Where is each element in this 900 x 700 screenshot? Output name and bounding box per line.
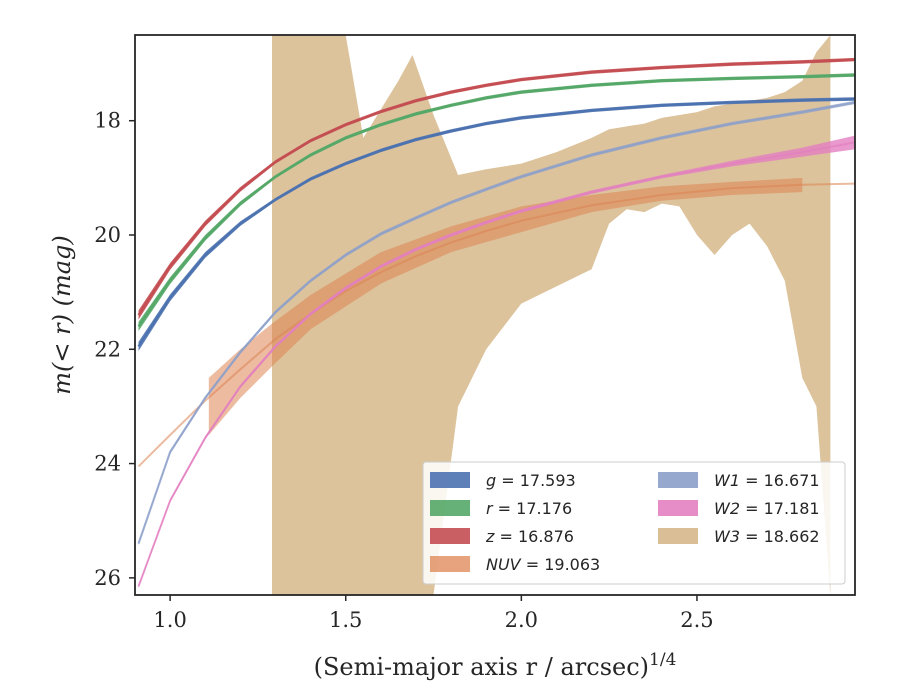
series-w2-line [137,141,855,587]
legend-label-r: r = 17.176 [486,499,572,518]
x-tick-label: 1.0 [153,608,186,632]
legend-swatch-r [430,500,470,516]
series-w1 [137,100,855,546]
y-axis-title: m(< r) (mag) [48,235,76,394]
x-tick-label: 2.5 [680,608,713,632]
x-tick-label: 2.0 [505,608,538,632]
series-g [137,97,855,351]
x-axis-title: (Semi-major axis r / arcsec)1/4 [314,650,677,681]
x-tick-label: 1.5 [329,608,362,632]
x-axis-title-superscript: 1/4 [649,650,676,670]
series-r [137,73,855,332]
y-tick-label: 18 [94,109,121,133]
y-tick-label: 26 [94,566,121,590]
series-z-line [137,58,855,316]
plot-frame [134,34,856,596]
legend-label-nuv: NUV = 19.063 [486,555,600,574]
legend-label-g: g = 17.593 [486,471,576,490]
series-z [137,57,855,320]
series-r-line [137,73,855,328]
series-w3-band [272,35,831,595]
series-w2 [137,135,855,589]
y-tick-label: 22 [94,337,121,361]
y-tick-label: 24 [94,452,121,476]
legend-swatch-g [430,472,470,488]
series-nuv [137,177,855,468]
legend-swatch-w1 [658,472,698,488]
legend-label-w3: W3 = 18.662 [714,527,820,546]
legend-swatch-z [430,528,470,544]
axes-layer: 1.0 1.5 2.0 2.5 18 20 22 24 26 [94,109,713,632]
legend: g = 17.593 r = 17.176 z = 16.876 NUV = 19.0… [422,461,846,585]
series-nuv-line [137,182,855,468]
legend-frame [422,461,846,585]
legend-label-w1: W1 = 16.671 [714,471,820,490]
series-layer [137,35,855,595]
y-tick-label: 20 [94,223,121,247]
legend-swatch-nuv [430,556,470,572]
legend-label-w2: W2 = 17.181 [714,499,820,518]
legend-label-z: z = 16.876 [485,527,574,546]
series-nuv-band [208,177,803,435]
series-w1-line [137,101,855,544]
legend-swatch-w2 [658,500,698,516]
legend-swatch-w3 [658,528,698,544]
series-w3 [272,35,831,595]
series-g-line [137,97,855,348]
